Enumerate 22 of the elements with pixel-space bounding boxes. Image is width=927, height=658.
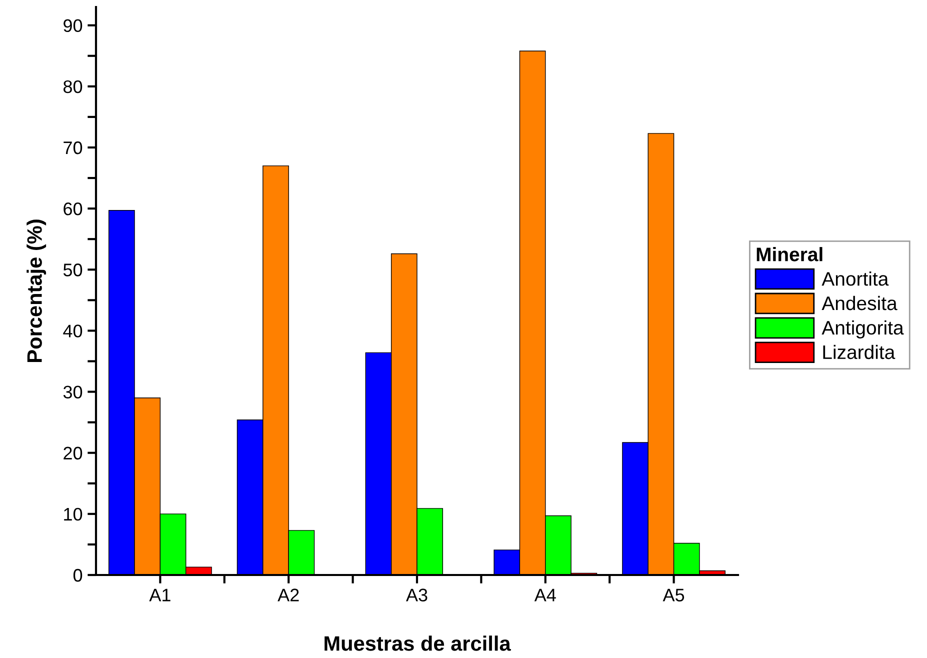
x-tick-label: A5	[662, 588, 684, 602]
y-tick-label: 0	[73, 568, 82, 582]
legend-title: Mineral	[756, 247, 822, 262]
y-tick-label: 90	[64, 19, 82, 32]
y-tick-label: 40	[63, 324, 82, 338]
x-tick-label: A3	[406, 588, 428, 602]
y-tick-label: 10	[64, 508, 82, 521]
x-axis-title: Muestras de arcilla	[324, 636, 511, 651]
y-tick-label: 80	[64, 80, 82, 94]
x-tick-label: A1	[149, 588, 170, 602]
legend-label: Antigorita	[822, 320, 904, 339]
x-tick-label: A4	[534, 588, 556, 602]
y-axis-title: Porcentaje (%)	[26, 220, 46, 362]
x-tick-label: A2	[278, 588, 299, 602]
y-tick-label: 20	[64, 446, 82, 460]
legend-label: Lizardita	[823, 344, 896, 360]
y-tick-label: 50	[63, 264, 82, 276]
legend-label: Anortita	[822, 271, 889, 286]
y-tick-label: 70	[64, 141, 82, 154]
y-tick-label: 60	[64, 202, 82, 216]
y-tick-label: 30	[63, 386, 82, 398]
legend-label: Andesita	[822, 296, 898, 310]
